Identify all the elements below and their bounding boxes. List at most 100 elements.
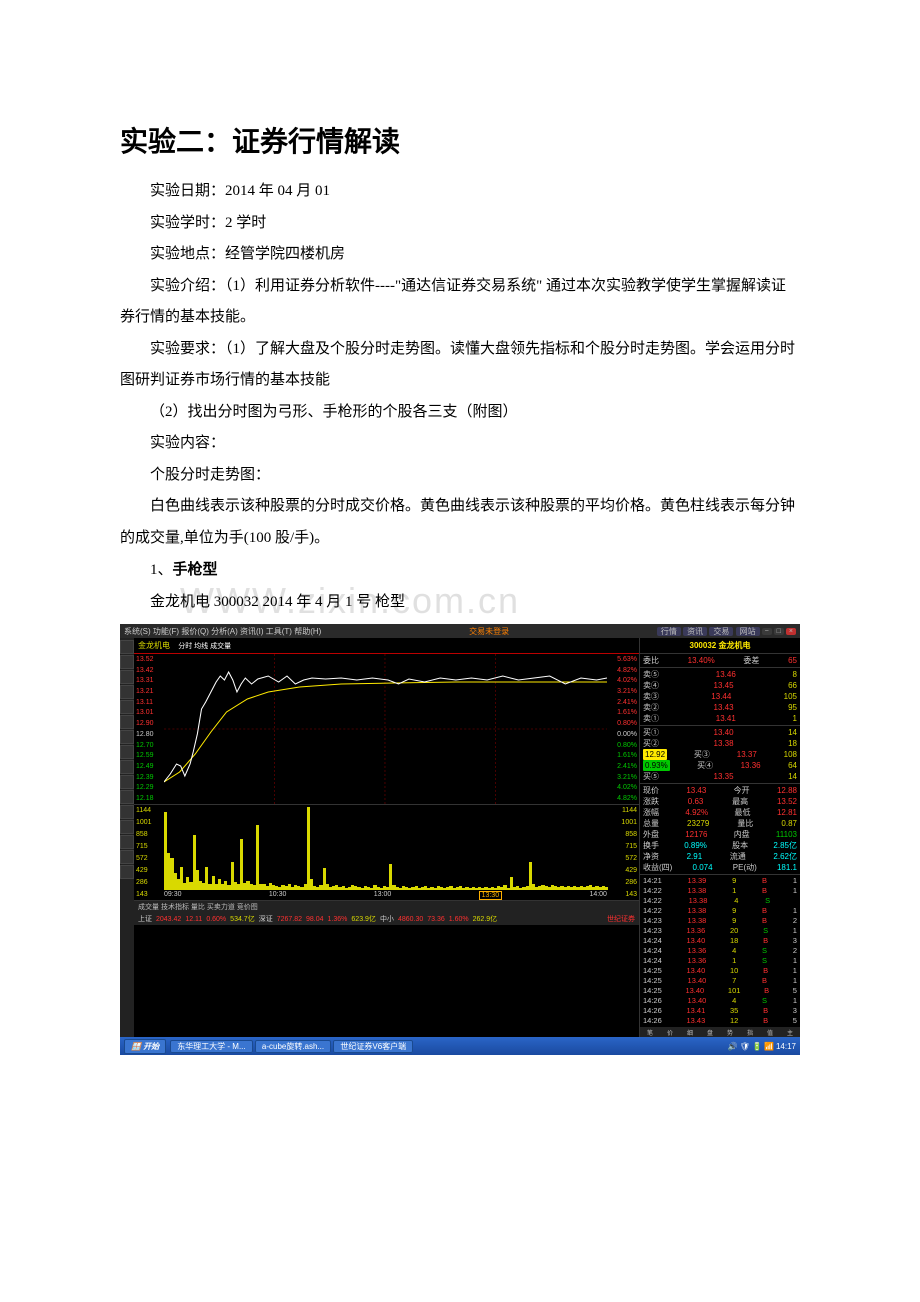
idx-v: 4860.30	[398, 916, 423, 923]
menu-center[interactable]: 交易未登录	[469, 626, 509, 637]
y-tick: 12.70	[136, 742, 164, 749]
para-sub1: 个股分时走势图：	[120, 460, 800, 492]
bottom-tabs[interactable]: 成交量 技术指标 量比 买卖力道 竞价图	[134, 901, 639, 913]
vol-tick: 1001	[136, 819, 164, 826]
quote-row: 买⑤13.3514	[643, 771, 797, 782]
tool-icon[interactable]	[120, 760, 134, 774]
para-req2: （2）找出分时图为弓形、手枪形的个股各三支（附图）	[120, 397, 800, 429]
tool-icon[interactable]	[120, 670, 134, 684]
tool-icon[interactable]	[120, 640, 134, 654]
x-tick: 09:30	[164, 891, 182, 900]
sub-tab[interactable]: 值	[767, 1028, 773, 1037]
y-tick: 12.18	[136, 795, 164, 802]
tray-icon[interactable]: 🔋	[752, 1042, 762, 1051]
price-chart[interactable]: 13.5213.4213.3113.2113.1113.0112.9012.80…	[134, 653, 639, 805]
min-icon[interactable]: −	[762, 628, 772, 635]
idx-v: 0.60%	[206, 916, 226, 923]
para-intro: 实验介绍：（1）利用证券分析软件----"通达信证券交易系统" 通过本次实验教学…	[120, 271, 800, 334]
y-tick: 1.61%	[607, 709, 637, 716]
top-tabs[interactable]: 行情 资讯 交易 网站	[657, 626, 760, 637]
top-tab[interactable]: 交易	[709, 627, 733, 636]
tool-icon[interactable]	[120, 655, 134, 669]
tool-icon[interactable]	[120, 745, 134, 759]
tick-row: 14:2413.4018B3	[643, 936, 797, 946]
top-tab[interactable]: 网站	[736, 627, 760, 636]
value: 65	[788, 655, 797, 666]
taskbar-item[interactable]: a-cube旋转.ash...	[255, 1040, 331, 1053]
menubar[interactable]: 系统(S) 功能(F) 报价(Q) 分析(A) 资讯(I) 工具(T) 帮助(H…	[120, 624, 800, 638]
x-tick: 13:00	[374, 891, 392, 900]
quote-row: 买②13.3818	[643, 738, 797, 749]
x-axis: 09:3010:3013:0013:3014:00	[164, 891, 607, 900]
y-tick: 4.82%	[607, 795, 637, 802]
info-row: 换手0.89%股本2.85亿	[643, 840, 797, 851]
start-button[interactable]: 🪟 开始	[124, 1039, 166, 1054]
vol-tick: 1001	[607, 819, 637, 826]
idx-v: 534.7亿	[230, 914, 255, 924]
label: 委比	[643, 655, 659, 666]
y-tick: 12.29	[136, 784, 164, 791]
para-req1: 实验要求：（1）了解大盘及个股分时走势图。读懂大盘领先指标和个股分时走势图。学会…	[120, 334, 800, 397]
tray-icon[interactable]: 🛡	[740, 1042, 750, 1051]
tool-icon[interactable]	[120, 775, 134, 789]
idx-v: 1.36%	[328, 916, 348, 923]
y-tick: 0.80%	[607, 742, 637, 749]
sub-tab[interactable]: 势	[727, 1028, 733, 1037]
idx-v: 623.9亿	[351, 914, 376, 924]
tick-row: 14:2413.364S2	[643, 946, 797, 956]
doc-title: 实验二：证券行情解读	[120, 120, 800, 160]
tool-icon[interactable]	[120, 850, 134, 864]
tool-icon[interactable]	[120, 820, 134, 834]
taskbar-item[interactable]: 东华理工大学 - M...	[170, 1040, 252, 1053]
tick-row: 14:2113.399B1	[643, 876, 797, 886]
info-rows: 现价13.43今开12.88涨跌0.63最高13.52涨幅4.92%最低12.8…	[640, 784, 800, 875]
tool-icon[interactable]	[120, 715, 134, 729]
idx-tail: 世纪证券	[607, 914, 635, 924]
taskbar-item[interactable]: 世纪证券V6客户端	[333, 1040, 413, 1053]
taskbar[interactable]: 🪟 开始 东华理工大学 - M... a-cube旋转.ash... 世纪证券V…	[120, 1037, 800, 1055]
sub-tab[interactable]: 价	[667, 1028, 673, 1037]
tool-icon[interactable]	[120, 865, 134, 879]
sub-tab[interactable]: 笔	[647, 1028, 653, 1037]
value: 13.40%	[688, 655, 715, 666]
quote-row: 卖④13.4566	[643, 680, 797, 691]
subhead-rest: 分时 均线 成交量	[178, 643, 231, 650]
tool-icon[interactable]	[120, 805, 134, 819]
max-icon[interactable]: □	[774, 628, 784, 635]
top-tab[interactable]: 资讯	[683, 627, 707, 636]
vol-bar	[307, 807, 310, 890]
quote-row: 买①13.4014	[643, 727, 797, 738]
stock-name: 金龙机电	[138, 641, 170, 650]
tool-icon[interactable]	[120, 790, 134, 804]
y-tick: 12.80	[136, 731, 164, 738]
tool-icon[interactable]	[120, 700, 134, 714]
right-panel: 300032 金龙机电 委比 13.40% 委差 65 卖⑤13.468卖④13…	[639, 638, 800, 1037]
tool-icon[interactable]	[120, 835, 134, 849]
tray-icon[interactable]: 📶	[764, 1042, 774, 1051]
left-toolbar[interactable]	[120, 638, 134, 1037]
vol-tick: 572	[136, 855, 164, 862]
idx-v: 2043.42	[156, 916, 181, 923]
sub-tab[interactable]: 指	[747, 1028, 753, 1037]
chart-subhead: 金龙机电 分时 均线 成交量	[134, 638, 639, 653]
sub-tab[interactable]: 盘	[707, 1028, 713, 1037]
y-tick: 12.90	[136, 720, 164, 727]
vol-tick: 858	[136, 831, 164, 838]
y-tick: 4.82%	[607, 667, 637, 674]
sub-tab[interactable]: 主	[787, 1028, 793, 1037]
close-icon[interactable]: ×	[786, 628, 796, 635]
sub-tab[interactable]: 细	[687, 1028, 693, 1037]
tool-icon[interactable]	[120, 685, 134, 699]
top-tab[interactable]: 行情	[657, 627, 681, 636]
tray-icon[interactable]: 🔊	[728, 1042, 738, 1051]
x-tick: 13:30	[479, 891, 503, 900]
vol-tick: 572	[607, 855, 637, 862]
panel-sub-tabs[interactable]: 笔价细盘势指值主	[640, 1027, 800, 1037]
tool-icon[interactable]	[120, 730, 134, 744]
para-date: 实验日期：2014 年 04 月 01	[120, 176, 800, 208]
sec1-title: 手枪型	[173, 561, 218, 578]
volume-chart[interactable]: 11441001858715572429286143 1144100185871…	[134, 805, 639, 901]
system-tray[interactable]: 🔊 🛡 🔋 📶 14:17	[728, 1042, 796, 1051]
menubar-items[interactable]: 系统(S) 功能(F) 报价(Q) 分析(A) 资讯(I) 工具(T) 帮助(H…	[124, 626, 321, 637]
vol-bar	[256, 825, 259, 890]
